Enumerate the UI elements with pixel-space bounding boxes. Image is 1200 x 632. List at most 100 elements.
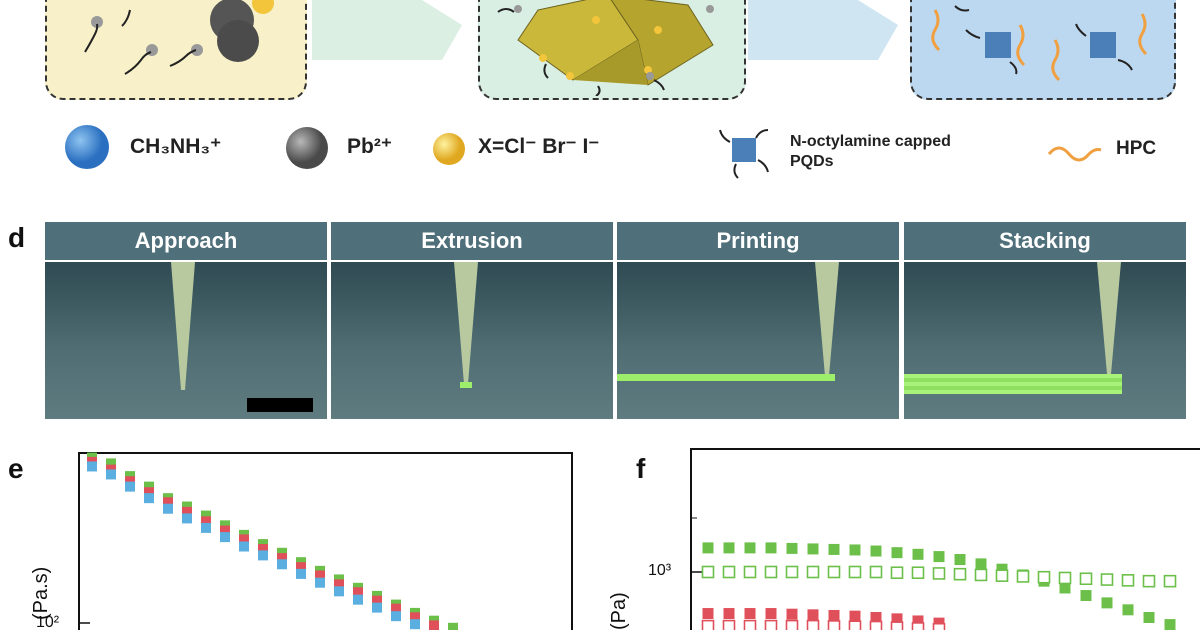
nozzle xyxy=(454,262,478,384)
panel-e-ytick: 10² xyxy=(36,614,60,631)
data-point xyxy=(828,543,840,555)
data-point xyxy=(106,469,116,480)
data-point xyxy=(182,506,192,517)
data-point xyxy=(220,525,230,536)
data-point xyxy=(702,542,714,554)
data-point xyxy=(848,565,862,579)
pqd-legend-line2: PQDs xyxy=(790,153,834,170)
process-arrow-1 xyxy=(312,0,462,60)
data-point xyxy=(891,547,903,559)
data-point xyxy=(764,565,778,579)
data-point xyxy=(723,542,735,554)
data-point xyxy=(911,622,925,630)
data-point xyxy=(953,567,967,581)
data-point xyxy=(1121,574,1135,587)
data-point xyxy=(220,520,230,531)
data-point xyxy=(744,542,756,554)
halide-legend-icon xyxy=(433,133,465,165)
data-point xyxy=(912,615,924,627)
data-point xyxy=(1100,573,1114,586)
perovskite-octahedra xyxy=(497,0,714,96)
pqd-legend-line1: N-octylamine capped xyxy=(790,133,951,150)
data-point xyxy=(334,579,344,590)
frame-image-printing xyxy=(617,262,899,419)
pqd-legend-icon xyxy=(719,129,769,179)
frame-title-extrusion: Extrusion xyxy=(331,222,613,260)
frame-image-stacking xyxy=(904,262,1186,419)
modulus-chart xyxy=(690,448,1200,630)
data-point xyxy=(334,586,344,597)
process-arrow-2 xyxy=(748,0,898,60)
data-point xyxy=(1163,574,1177,588)
pb-legend-icon xyxy=(286,127,328,169)
data-point xyxy=(277,553,287,564)
data-point xyxy=(144,493,154,504)
stacked-layer xyxy=(904,390,1122,394)
data-point xyxy=(1037,570,1051,584)
data-point xyxy=(1122,604,1134,616)
data-point xyxy=(144,481,154,492)
data-point xyxy=(869,565,883,579)
data-point xyxy=(201,510,211,521)
data-point xyxy=(391,603,401,614)
data-point xyxy=(277,547,287,558)
data-point xyxy=(353,594,363,605)
ma-legend-label: CH₃NH₃⁺ xyxy=(130,135,222,158)
panel-f-ylabel: (Pa) xyxy=(608,592,630,630)
hpc-legend-icon xyxy=(1047,146,1102,162)
data-point xyxy=(1079,572,1093,586)
data-point xyxy=(722,619,736,630)
data-point xyxy=(315,570,325,581)
data-point xyxy=(701,619,715,630)
panel-f-label: f xyxy=(636,453,646,484)
data-point xyxy=(869,620,883,630)
data-point xyxy=(827,620,841,630)
pqd-legend-label: N-octylamine capped PQDs xyxy=(790,132,951,172)
stacked-layer xyxy=(904,386,1122,390)
data-point xyxy=(1164,619,1176,630)
frame-image-extrusion xyxy=(331,262,613,419)
data-point xyxy=(1058,571,1072,585)
data-point xyxy=(723,608,735,620)
data-point xyxy=(239,534,249,545)
data-point xyxy=(932,567,946,580)
data-point xyxy=(975,558,987,570)
data-point xyxy=(701,565,715,579)
panel-d-label: d xyxy=(8,222,26,253)
data-point xyxy=(163,497,173,508)
panel-e-label: e xyxy=(8,453,24,484)
data-point xyxy=(182,513,192,524)
data-point xyxy=(1143,611,1155,623)
data-point xyxy=(353,587,363,598)
data-point xyxy=(1059,582,1071,594)
data-point xyxy=(870,545,882,557)
nozzle xyxy=(815,262,839,376)
data-point xyxy=(220,532,230,543)
data-point xyxy=(786,608,798,620)
data-point xyxy=(258,550,268,561)
data-point xyxy=(296,568,306,579)
data-point xyxy=(806,619,820,630)
scale-bar xyxy=(247,398,313,412)
precursor-panel xyxy=(45,0,307,100)
data-point xyxy=(201,522,211,533)
data-point xyxy=(827,565,841,579)
data-point xyxy=(954,554,966,566)
data-point xyxy=(258,543,268,554)
data-point xyxy=(106,458,116,469)
pqd-ink xyxy=(931,5,1148,82)
data-point xyxy=(296,562,306,573)
data-point xyxy=(429,620,439,630)
data-point xyxy=(806,565,820,579)
panel-f-ytick: 10³ xyxy=(648,562,672,579)
data-point xyxy=(765,608,777,620)
printed-filament xyxy=(617,374,835,381)
data-point xyxy=(1016,570,1030,583)
data-point xyxy=(125,476,135,487)
chart-f-frame xyxy=(690,448,1200,630)
data-point xyxy=(1101,597,1113,609)
data-point xyxy=(125,481,135,492)
data-point xyxy=(807,609,819,621)
stacked-layer xyxy=(904,382,1122,386)
stacked-layer xyxy=(904,378,1122,382)
